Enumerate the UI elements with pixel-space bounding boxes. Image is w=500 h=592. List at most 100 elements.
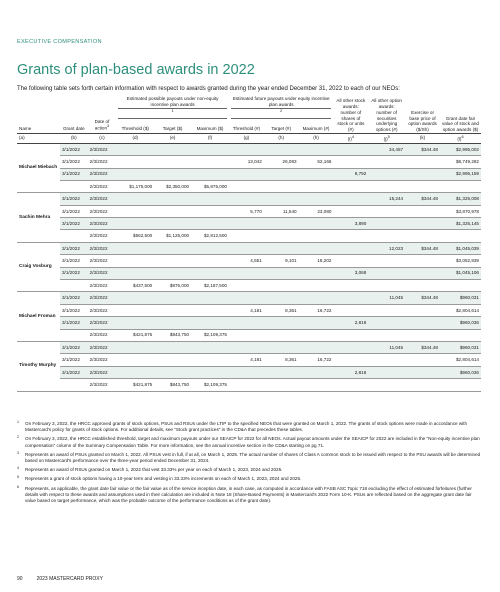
fair-value-cell: $1,325,008 <box>439 192 481 206</box>
target-num-cell <box>263 180 299 194</box>
stock-awards-cell <box>333 279 369 293</box>
fair-value-cell: $960,031 <box>439 291 481 305</box>
footnote-mark: 6 <box>17 484 19 489</box>
grant-date-cell <box>60 229 88 243</box>
maximum-num-cell: 16,722 <box>298 353 334 367</box>
threshold-num-cell <box>228 242 264 256</box>
col-letter-j: (i)4 <box>333 132 369 144</box>
table-row: 3/1/2022 2/3/2022 5,770 11,540 23,080 $3,870,… <box>17 205 481 219</box>
fair-value-cell <box>439 329 481 343</box>
threshold-num-cell <box>228 168 264 181</box>
option-awards-cell <box>368 329 406 343</box>
person-group: Michael Froman 3/1/2022 2/3/2022 11,045 $344… <box>17 291 481 343</box>
grant-date-cell: 3/1/2022 <box>60 155 88 169</box>
stock-awards-cell <box>333 143 369 157</box>
exercise-price-cell <box>405 168 440 181</box>
exercise-price-cell <box>405 353 440 367</box>
maximum-usd-cell <box>191 205 229 219</box>
non-equity-group-header: Estimated possible payouts under non-equ… <box>116 96 229 119</box>
grant-date-cell: 3/1/2022 <box>60 366 88 380</box>
exercise-price-cell <box>405 180 440 194</box>
header-date-of-action: Date of action3 <box>94 118 110 131</box>
stock-awards-cell: 2,818 <box>333 366 369 380</box>
person-name: Timothy Murphy <box>17 341 60 392</box>
exercise-price-cell <box>405 267 440 281</box>
col-letter-b: (b) <box>60 132 88 144</box>
document-name: 2023 MASTERCARD PROXY <box>36 576 103 582</box>
exercise-price-cell <box>405 378 440 392</box>
maximum-num-cell <box>298 192 334 206</box>
stock-awards-cell <box>333 353 369 367</box>
action-date-cell: 2/3/2022 <box>87 217 117 231</box>
maximum-num-cell <box>298 366 334 380</box>
action-date-cell: 2/3/2022 <box>87 378 117 392</box>
header-name: Name <box>19 126 32 131</box>
maximum-usd-cell <box>191 353 229 367</box>
stock-awards-cell <box>333 329 369 343</box>
target-num-cell: 9,101 <box>263 254 299 268</box>
threshold-num-cell <box>228 143 264 157</box>
col-letter-c: (c) <box>87 132 117 144</box>
maximum-usd-cell <box>191 291 229 305</box>
action-date-cell: 2/3/2022 <box>87 205 117 219</box>
action-date-cell: 2/3/2022 <box>87 341 117 355</box>
target-usd-cell <box>154 254 192 268</box>
stock-awards-cell <box>333 229 369 243</box>
grant-date-cell: 3/1/2022 <box>60 316 88 330</box>
fair-value-cell <box>439 229 481 243</box>
action-date-cell: 2/3/2022 <box>87 254 117 268</box>
footnote-text: On February 3, 2022, the HRCC establishe… <box>25 436 480 448</box>
exercise-price-cell <box>405 279 440 293</box>
target-usd-cell <box>154 353 192 367</box>
table-row: 3/1/2022 2/3/2022 4,181 8,361 16,722 $2,804,6… <box>17 353 481 367</box>
col-letter-h: (h) <box>263 132 299 144</box>
col-letter-i: (h) <box>298 132 334 144</box>
col-letter-m: (l)6 <box>439 132 481 144</box>
threshold-usd-cell <box>116 353 155 367</box>
fair-value-cell: $1,045,039 <box>439 242 481 256</box>
exercise-price-cell: $344.48 <box>405 143 440 157</box>
target-num-cell: 8,361 <box>263 353 299 367</box>
maximum-num-cell: 18,202 <box>298 254 334 268</box>
maximum-usd-cell <box>191 155 229 169</box>
maximum-usd-cell: $2,109,375 <box>191 378 229 392</box>
threshold-usd-cell <box>116 143 155 157</box>
maximum-num-cell <box>298 279 334 293</box>
exercise-price-cell <box>405 254 440 268</box>
threshold-usd-cell <box>116 242 155 256</box>
exercise-price-cell <box>405 304 440 318</box>
table-row: 3/1/2022 2/3/2022 3,068 $1,045,106 <box>17 267 481 281</box>
option-awards-cell <box>368 168 406 181</box>
threshold-num-cell <box>228 267 264 281</box>
action-date-cell: 2/3/2022 <box>87 329 117 343</box>
threshold-usd-cell <box>116 267 155 281</box>
target-usd-cell <box>154 267 192 281</box>
grant-date-cell <box>60 279 88 293</box>
threshold-usd-cell: $421,875 <box>116 378 155 392</box>
threshold-usd-cell <box>116 341 155 355</box>
footnote: 3 Represents an award of PSUs granted on … <box>17 451 483 464</box>
threshold-num-cell: 4,181 <box>228 304 264 318</box>
grant-date-cell: 3/1/2022 <box>60 242 88 256</box>
maximum-num-cell <box>298 242 334 256</box>
person-name: Michael Froman <box>17 291 60 342</box>
page-number: 90 <box>17 576 23 582</box>
action-date-cell: 2/3/2022 <box>87 155 117 169</box>
header-maximum-num: Maximum (#) <box>302 126 330 131</box>
option-awards-cell <box>368 155 406 169</box>
threshold-usd-cell <box>116 168 155 181</box>
person-group: Timothy Murphy 3/1/2022 2/3/2022 11,045 $344… <box>17 341 481 392</box>
option-awards-cell <box>368 378 406 392</box>
fair-value-cell: $2,804,614 <box>439 353 481 367</box>
maximum-num-cell <box>298 180 334 194</box>
col-letter-k: (j)5 <box>368 132 406 144</box>
stock-awards-cell <box>333 242 369 256</box>
stock-awards-cell <box>333 205 369 219</box>
exercise-price-cell: $344.48 <box>405 341 440 355</box>
action-date-cell: 2/3/2022 <box>87 353 117 367</box>
threshold-usd-cell: $437,500 <box>116 279 155 293</box>
option-awards-cell <box>368 217 406 231</box>
table-row: Craig Vosburg 3/1/2022 2/3/2022 12,023 $344.… <box>17 242 481 293</box>
target-num-cell: 8,361 <box>263 304 299 318</box>
threshold-num-cell <box>228 316 264 330</box>
